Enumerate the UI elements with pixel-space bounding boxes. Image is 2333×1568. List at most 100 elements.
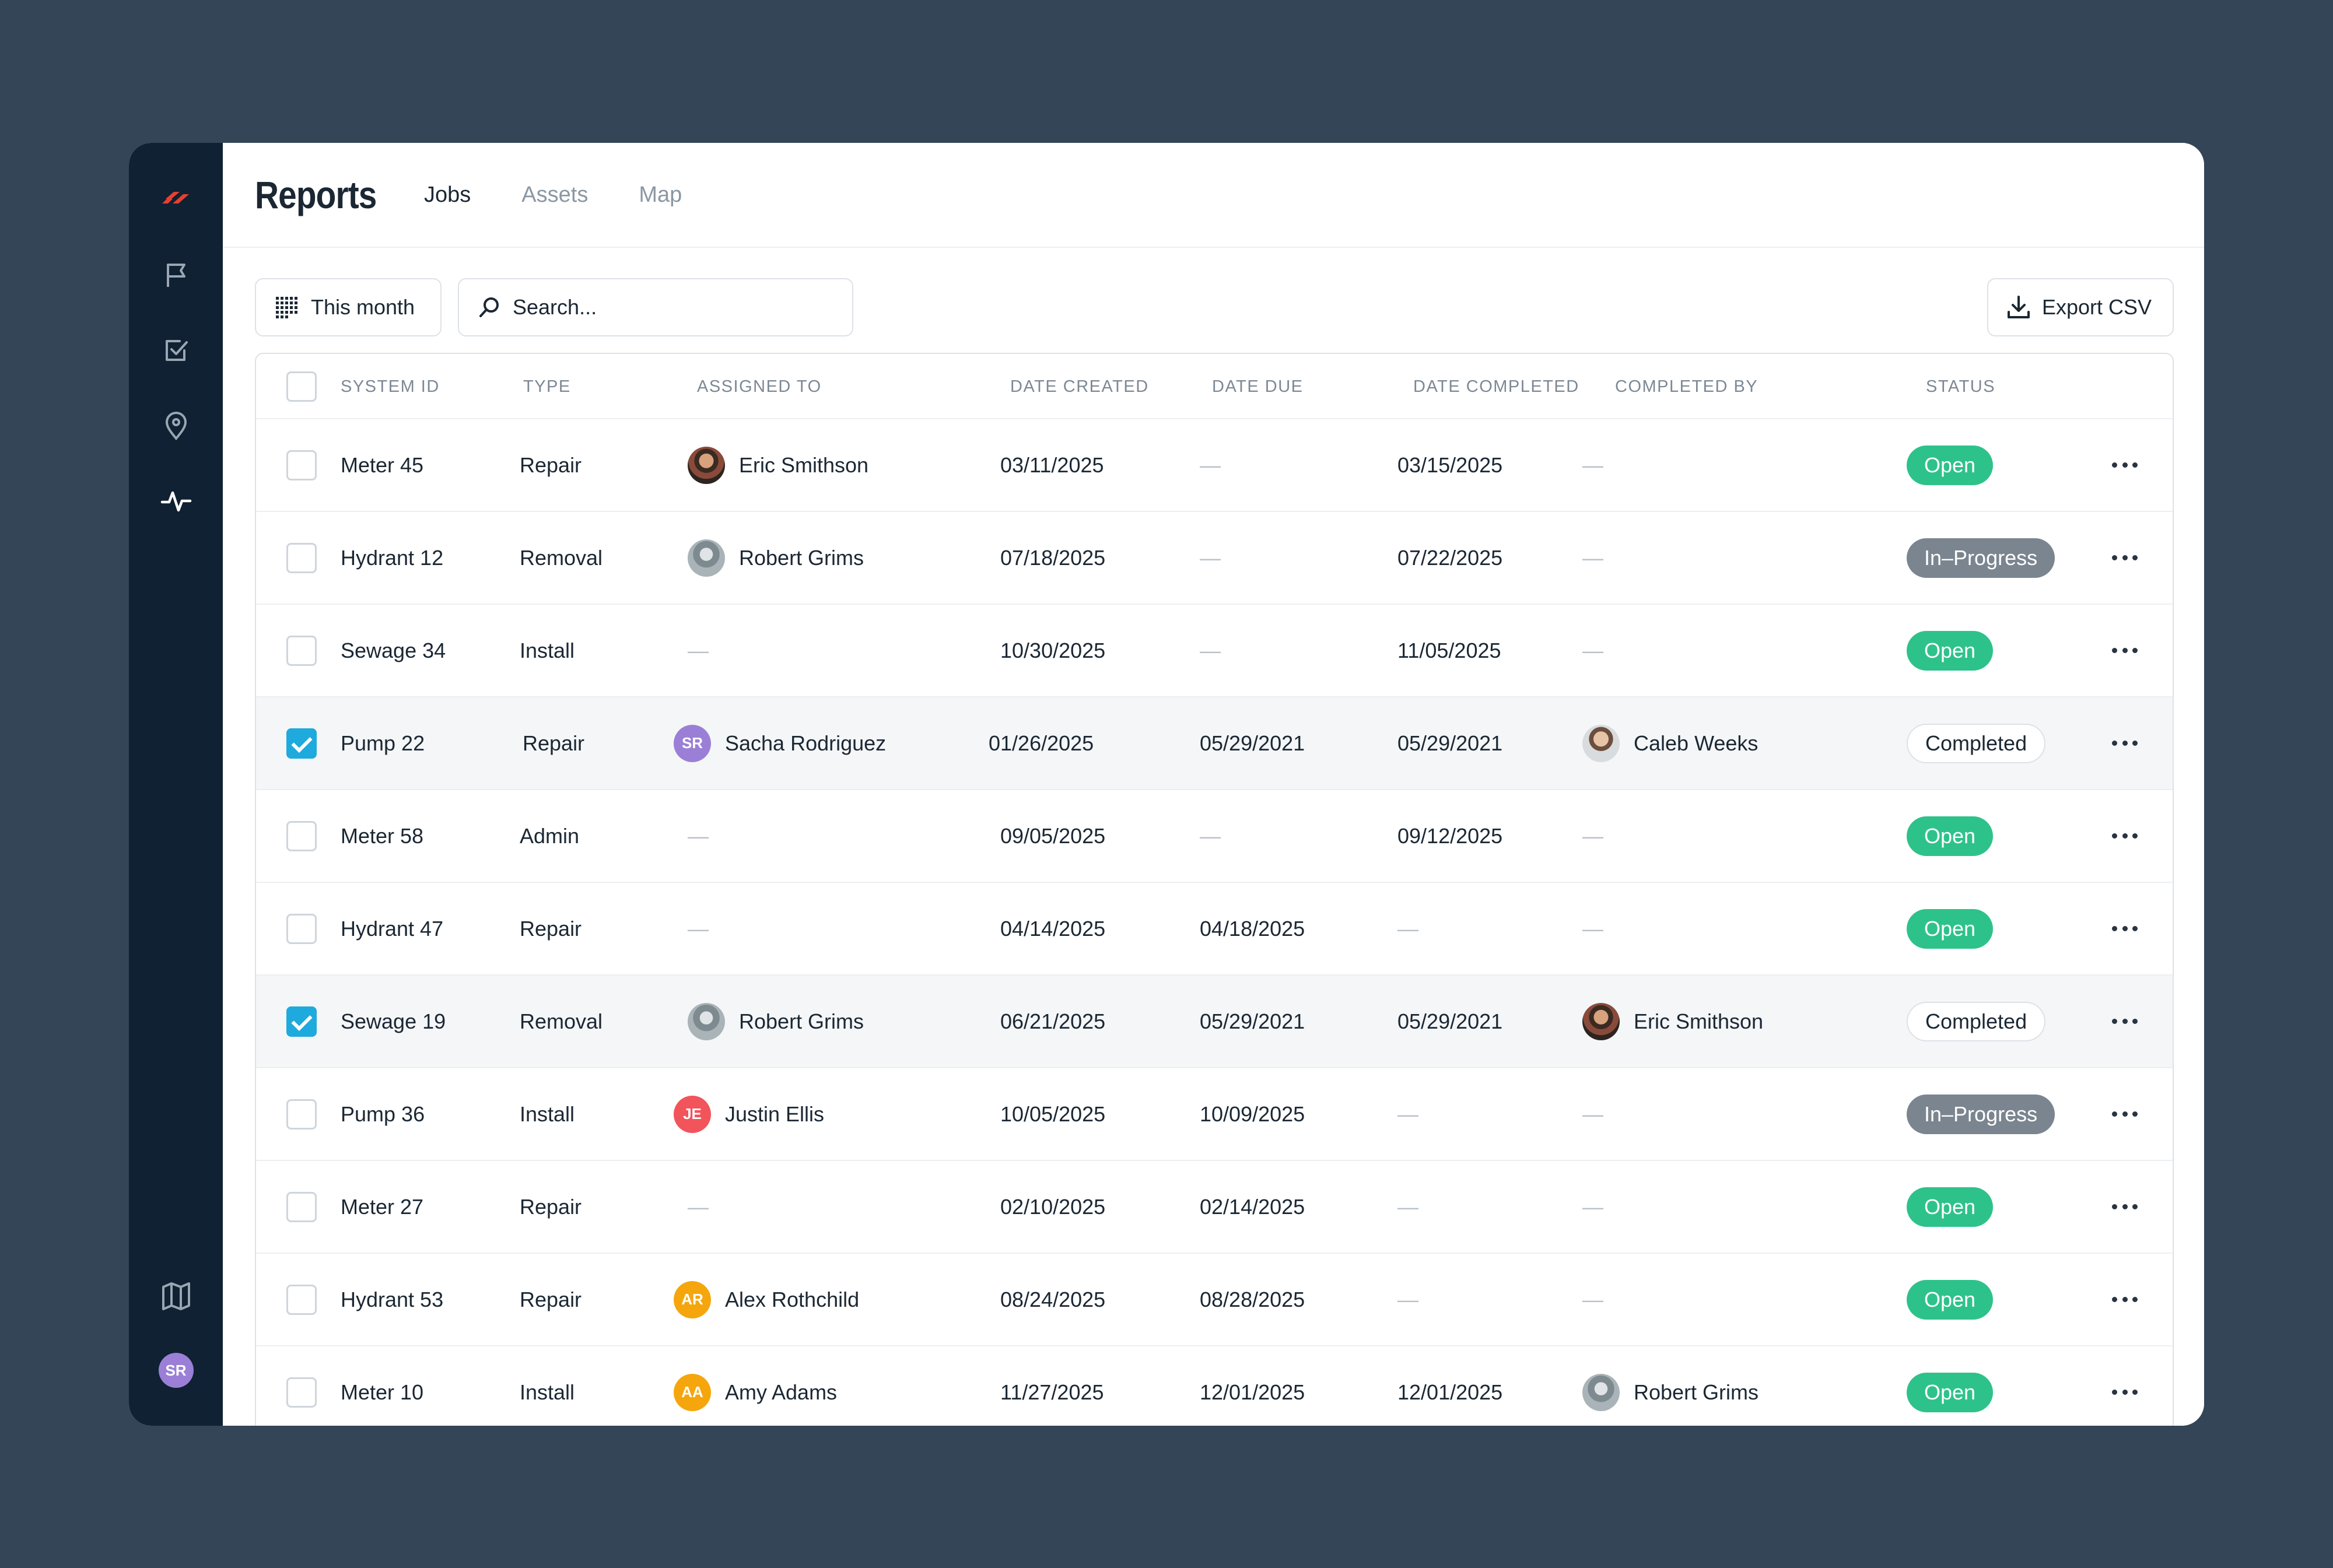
cell-completed-by-text: —	[1582, 452, 1603, 477]
cell-date-completed: 12/01/2025	[1397, 1346, 1502, 1426]
row-checkbox[interactable]	[286, 1099, 317, 1129]
row-checkbox[interactable]	[286, 542, 317, 573]
more-options-icon[interactable]	[2107, 1381, 2142, 1404]
cell-system-id-text: Meter 10	[341, 1380, 424, 1404]
row-checkbox[interactable]	[286, 635, 317, 666]
column-header-assigned-to[interactable]: ASSIGNED TO	[697, 377, 822, 396]
more-options-icon[interactable]	[2107, 639, 2142, 662]
cell-type: Removal	[520, 976, 602, 1067]
cell-date-created-text: 11/27/2025	[1000, 1380, 1104, 1404]
cell-completed-by: Caleb Weeks	[1582, 697, 1758, 789]
cell-date-created-text: 04/14/2025	[1000, 916, 1106, 941]
table-row[interactable]: Sewage 19 Removal Robert Grims 06/21/2025 05…	[256, 976, 2173, 1068]
more-options-icon[interactable]	[2107, 1010, 2142, 1033]
table-row[interactable]: Pump 22 Repair SR Sacha Rodriguez 01/26/2025…	[256, 697, 2173, 790]
row-checkbox[interactable]	[286, 450, 317, 480]
tab-jobs[interactable]: Jobs	[424, 182, 471, 207]
cell-completed-by: —	[1582, 605, 1603, 696]
column-header-completed-by[interactable]: COMPLETED BY	[1615, 377, 1758, 396]
export-csv-button[interactable]: Export CSV	[1987, 278, 2174, 336]
avatar: AA	[674, 1373, 711, 1411]
cell-system-id: Sewage 34	[341, 605, 446, 696]
more-options-icon[interactable]	[2107, 825, 2142, 848]
row-checkbox[interactable]	[286, 1191, 317, 1222]
checklist-icon[interactable]	[157, 332, 195, 369]
cell-date-created: 07/18/2025	[1000, 512, 1105, 604]
cell-status: Completed	[1907, 976, 2046, 1067]
cell-date-due: 08/28/2025	[1200, 1254, 1305, 1345]
activity-icon[interactable]	[157, 482, 195, 520]
cell-status: Open	[1907, 1254, 1994, 1345]
cell-date-completed-text: 03/15/2025	[1397, 452, 1503, 477]
cell-completed-by-text: —	[1582, 1102, 1603, 1126]
column-header-date-completed[interactable]: DATE COMPLETED	[1413, 377, 1579, 396]
cell-system-id: Pump 22	[341, 697, 425, 789]
row-checkbox[interactable]	[286, 728, 317, 759]
row-checkbox[interactable]	[286, 913, 317, 944]
cell-date-due-text: 12/01/2025	[1200, 1380, 1305, 1404]
cell-completed-by-text: —	[1582, 545, 1603, 570]
tab-map[interactable]: Map	[639, 182, 682, 207]
logo-icon[interactable]	[157, 179, 195, 216]
cell-type-text: Install	[520, 1380, 575, 1404]
cell-date-due-text: —	[1200, 545, 1221, 570]
status-badge: Open	[1907, 1279, 1994, 1320]
more-options-icon[interactable]	[2107, 546, 2142, 570]
table-row[interactable]: Pump 36 Install JE Justin Ellis 10/05/2025 10…	[256, 1068, 2173, 1161]
column-header-system-id[interactable]: SYSTEM ID	[341, 377, 440, 396]
cell-type: Repair	[523, 697, 584, 789]
column-header-status[interactable]: STATUS	[1926, 377, 1996, 396]
table-row[interactable]: Sewage 34 Install — 10/30/2025 — 11/05/2025 — O…	[256, 605, 2173, 697]
more-options-icon[interactable]	[2107, 917, 2142, 941]
more-options-icon[interactable]	[2107, 1288, 2142, 1311]
table-row[interactable]: Meter 58 Admin — 09/05/2025 — 09/12/2025 — Open	[256, 790, 2173, 883]
tab-assets[interactable]: Assets	[521, 182, 588, 207]
cell-type-text: Repair	[520, 452, 582, 477]
more-options-icon[interactable]	[2107, 732, 2142, 755]
column-header-type[interactable]: TYPE	[523, 377, 571, 396]
flag-icon[interactable]	[157, 257, 195, 294]
select-all-checkbox[interactable]	[286, 371, 317, 402]
cell-system-id-text: Sewage 19	[341, 1009, 446, 1033]
toolbar: This month Export CSV	[255, 278, 2174, 336]
cell-date-completed: 09/12/2025	[1397, 790, 1502, 882]
more-options-icon[interactable]	[2107, 454, 2142, 477]
cell-date-completed-text: —	[1397, 916, 1418, 941]
row-checkbox[interactable]	[286, 820, 317, 851]
cell-assigned-to: Robert Grims	[688, 512, 864, 604]
user-avatar[interactable]: SR	[158, 1353, 194, 1388]
location-pin-icon[interactable]	[157, 407, 195, 444]
table-row[interactable]: Hydrant 53 Repair AR Alex Rothchild 08/24/20…	[256, 1254, 2173, 1346]
table-row[interactable]: Meter 10 Install AA Amy Adams 11/27/2025 12/0…	[256, 1346, 2173, 1426]
cell-date-created-text: 09/05/2025	[1000, 823, 1106, 848]
cell-date-completed: —	[1397, 1068, 1418, 1160]
avatar: JE	[674, 1095, 711, 1133]
cell-system-id: Meter 27	[341, 1161, 423, 1253]
cell-system-id-text: Meter 27	[341, 1194, 424, 1219]
map-book-icon[interactable]	[157, 1278, 195, 1315]
cell-assigned-to: —	[688, 605, 709, 696]
table-row[interactable]: Hydrant 47 Repair — 04/14/2025 04/18/2025 — — O…	[256, 883, 2173, 976]
table-row[interactable]: Meter 27 Repair — 02/10/2025 02/14/2025 — — Ope…	[256, 1161, 2173, 1254]
cell-date-completed: 05/29/2021	[1397, 697, 1502, 789]
status-badge: In–Progress	[1907, 1094, 2055, 1134]
avatar	[688, 1002, 725, 1040]
cell-assigned-to-text: Robert Grims	[739, 545, 864, 570]
date-filter-button[interactable]: This month	[255, 278, 442, 336]
table-row[interactable]: Meter 45 Repair Eric Smithson 03/11/2025 — 03…	[256, 419, 2173, 512]
more-options-icon[interactable]	[2107, 1103, 2142, 1126]
row-checkbox[interactable]	[286, 1377, 317, 1408]
cell-system-id: Hydrant 12	[341, 512, 443, 604]
cell-date-created: 08/24/2025	[1000, 1254, 1105, 1345]
table-row[interactable]: Hydrant 12 Removal Robert Grims 07/18/2025 —…	[256, 512, 2173, 605]
cell-date-completed: 07/22/2025	[1397, 512, 1502, 604]
cell-status: Open	[1907, 1346, 1994, 1426]
column-header-date-due[interactable]: DATE DUE	[1212, 377, 1304, 396]
row-checkbox[interactable]	[286, 1284, 317, 1315]
search-box[interactable]	[458, 278, 853, 336]
search-input[interactable]	[513, 295, 839, 320]
row-checkbox[interactable]	[286, 1006, 317, 1037]
column-header-date-created[interactable]: DATE CREATED	[1010, 377, 1149, 396]
more-options-icon[interactable]	[2107, 1195, 2142, 1219]
cell-system-id-text: Hydrant 53	[341, 1287, 444, 1311]
